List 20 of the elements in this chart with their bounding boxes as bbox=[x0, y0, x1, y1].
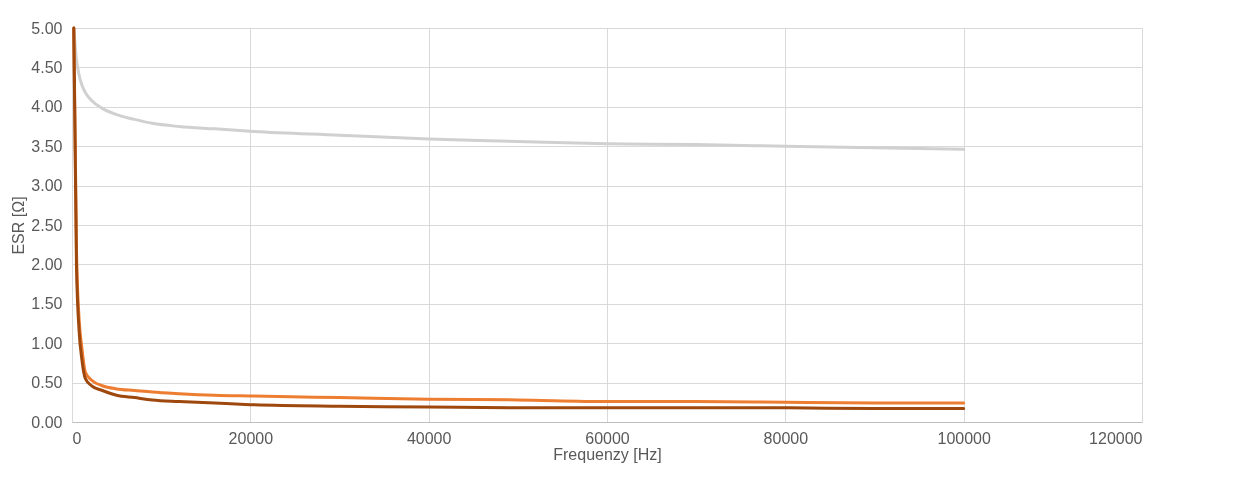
y-axis-title: ESR [Ω] bbox=[10, 196, 28, 255]
y-tick-label: 4.50 bbox=[31, 58, 63, 76]
y-tick-label: 0.50 bbox=[31, 374, 63, 392]
y-tick-label: 1.00 bbox=[31, 334, 63, 352]
y-tick-label: 5.00 bbox=[31, 19, 63, 37]
x-tick-label: 60000 bbox=[585, 429, 630, 447]
x-axis-title: Frequenzy [Hz] bbox=[553, 445, 662, 463]
x-tick-label: 120000 bbox=[1089, 429, 1143, 447]
x-tick-label: 100000 bbox=[937, 429, 991, 447]
y-tick-label: 3.50 bbox=[31, 137, 63, 155]
y-tick-label: 3.00 bbox=[31, 177, 63, 195]
y-tick-label: 1.50 bbox=[31, 295, 63, 313]
x-tick-label: 40000 bbox=[406, 429, 452, 447]
y-tick-label: 2.50 bbox=[31, 216, 63, 234]
x-tick-label: 20000 bbox=[228, 429, 274, 447]
y-tick-label: 2.00 bbox=[31, 255, 63, 273]
y-tick-label: 0.00 bbox=[31, 413, 63, 431]
y-tick-label: 4.00 bbox=[31, 98, 63, 116]
x-tick-label: 80000 bbox=[763, 429, 809, 447]
x-tick-label: 0 bbox=[72, 429, 82, 447]
